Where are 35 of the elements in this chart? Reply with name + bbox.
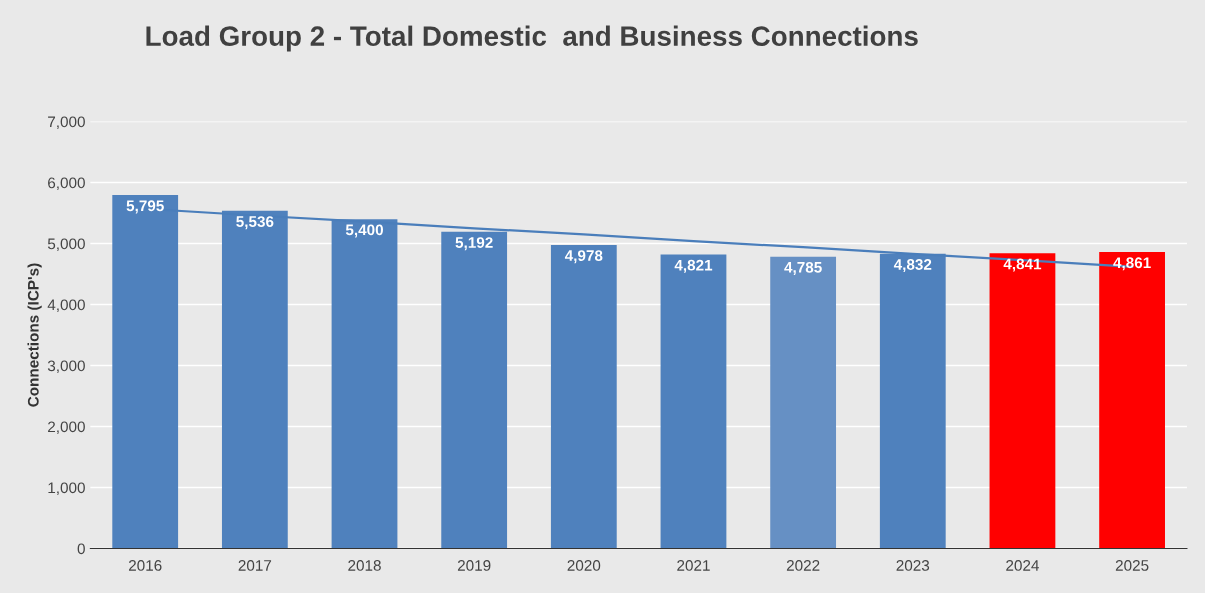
- data-label: 4,978: [564, 250, 603, 264]
- y-tick-label: 7,000: [48, 116, 85, 130]
- y-axis-title: Connections (ICP's): [27, 263, 42, 407]
- x-tick-label: 2022: [786, 560, 820, 571]
- y-tick-label: 1,000: [48, 482, 85, 496]
- data-label: 4,841: [1003, 258, 1042, 272]
- y-tick-label: 4,000: [47, 299, 85, 313]
- bar: [660, 254, 727, 549]
- bar: [770, 256, 837, 549]
- y-tick-label: 2,000: [48, 421, 85, 435]
- x-tick-label: 2021: [677, 560, 710, 571]
- y-tick-label: 5,000: [47, 238, 85, 252]
- data-label: 5,795: [126, 200, 164, 214]
- x-tick-label: 2018: [348, 560, 381, 571]
- y-tick-label: 0: [77, 543, 85, 555]
- data-label: 4,821: [674, 259, 713, 273]
- x-tick-label: 2025: [1115, 560, 1149, 571]
- chart-title: Load Group 2 - Total Domestic and Business Connections: [146, 25, 918, 52]
- data-label: 4,785: [784, 261, 822, 275]
- y-tick-label: 6,000: [48, 177, 85, 191]
- bar: [1099, 252, 1165, 549]
- x-tick-label: 2020: [567, 560, 601, 571]
- x-tick-label: 2019: [457, 560, 491, 571]
- data-label: 5,536: [236, 216, 274, 230]
- x-tick-label: 2023: [896, 560, 930, 571]
- data-label: 5,192: [455, 237, 493, 251]
- bar: [989, 253, 1056, 549]
- x-tick-label: 2024: [1006, 560, 1039, 571]
- bar: [550, 244, 617, 549]
- data-label: 5,400: [345, 224, 383, 238]
- x-tick-label: 2017: [238, 560, 272, 571]
- y-tick-label: 3,000: [47, 360, 85, 374]
- x-tick-label: 2016: [128, 560, 162, 571]
- data-label: 4,832: [893, 259, 932, 273]
- data-label: 4,861: [1113, 257, 1151, 271]
